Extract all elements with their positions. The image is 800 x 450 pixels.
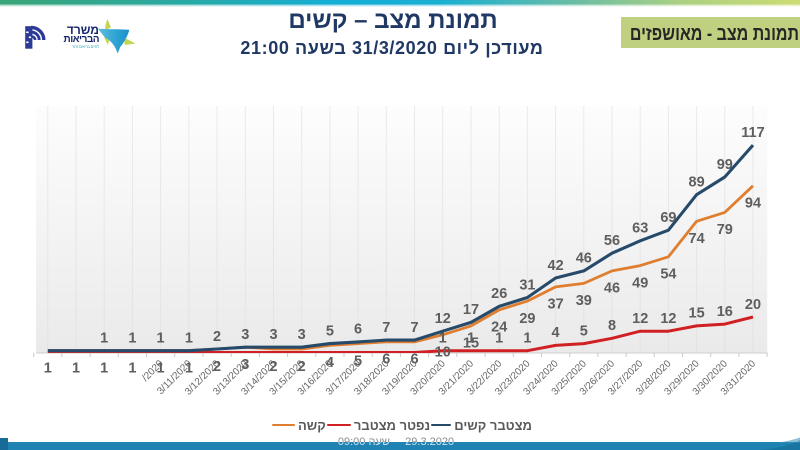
svg-text:37: 37 <box>548 297 564 313</box>
svg-text:1: 1 <box>128 361 136 377</box>
svg-text:26: 26 <box>491 286 507 302</box>
svg-text:63: 63 <box>632 221 648 237</box>
svg-text:89: 89 <box>689 175 705 191</box>
svg-text:1: 1 <box>157 361 165 377</box>
svg-text:8: 8 <box>608 318 616 334</box>
svg-text:3: 3 <box>298 327 306 343</box>
svg-text:6: 6 <box>354 322 362 338</box>
svg-text:15: 15 <box>689 306 705 322</box>
svg-text:1: 1 <box>185 331 193 347</box>
svg-text:1: 1 <box>467 331 475 347</box>
svg-text:1: 1 <box>128 331 136 347</box>
svg-text:56: 56 <box>604 233 620 249</box>
svg-text:46: 46 <box>576 251 592 267</box>
svg-text:5: 5 <box>326 323 334 339</box>
svg-text:24: 24 <box>491 320 507 336</box>
svg-text:4: 4 <box>326 355 334 371</box>
svg-text:1: 1 <box>523 331 531 347</box>
svg-text:1: 1 <box>157 331 165 347</box>
svg-text:7: 7 <box>410 320 418 336</box>
svg-text:17: 17 <box>463 302 479 318</box>
svg-text:4: 4 <box>552 325 560 341</box>
svg-text:2: 2 <box>298 359 306 375</box>
svg-text:5: 5 <box>580 323 588 339</box>
svg-text:15: 15 <box>463 336 479 352</box>
svg-text:6: 6 <box>410 352 418 368</box>
svg-text:3: 3 <box>269 327 277 343</box>
svg-text:12: 12 <box>435 311 451 327</box>
svg-text:1: 1 <box>495 331 503 347</box>
svg-text:1: 1 <box>439 331 447 347</box>
svg-text:42: 42 <box>548 258 564 274</box>
svg-text:49: 49 <box>632 275 648 291</box>
svg-text:12: 12 <box>660 311 676 327</box>
svg-text:10: 10 <box>435 345 451 361</box>
svg-text:3: 3 <box>241 357 249 373</box>
svg-text:1: 1 <box>100 331 108 347</box>
svg-text:99: 99 <box>717 157 733 173</box>
svg-text:69: 69 <box>660 210 676 226</box>
svg-text:2: 2 <box>269 359 277 375</box>
svg-text:46: 46 <box>604 281 620 297</box>
svg-text:2: 2 <box>213 329 221 345</box>
svg-text:1: 1 <box>100 361 108 377</box>
svg-text:1: 1 <box>72 361 80 377</box>
svg-text:117: 117 <box>741 125 764 141</box>
svg-text:16: 16 <box>717 304 733 320</box>
svg-text:6: 6 <box>382 352 390 368</box>
svg-text:7: 7 <box>382 320 390 336</box>
svg-text:29: 29 <box>519 311 535 327</box>
svg-text:94: 94 <box>745 196 761 212</box>
svg-text:31: 31 <box>519 277 535 293</box>
svg-text:1: 1 <box>185 361 193 377</box>
svg-text:3: 3 <box>241 327 249 343</box>
svg-text:20: 20 <box>745 297 761 313</box>
svg-text:12: 12 <box>632 311 648 327</box>
svg-text:54: 54 <box>660 267 676 283</box>
svg-text:5: 5 <box>354 353 362 369</box>
svg-text:39: 39 <box>576 293 592 309</box>
svg-text:79: 79 <box>717 222 733 238</box>
svg-text:1: 1 <box>44 361 52 377</box>
svg-text:74: 74 <box>689 231 705 247</box>
svg-text:2: 2 <box>213 359 221 375</box>
